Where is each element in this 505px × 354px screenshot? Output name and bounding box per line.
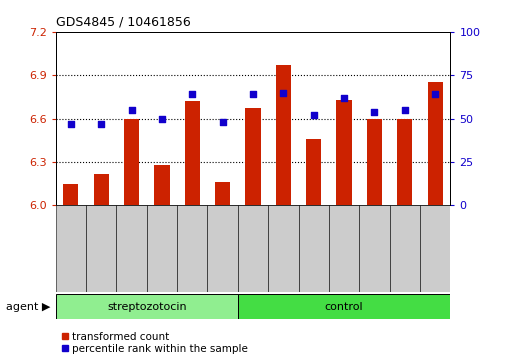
Bar — [146, 205, 177, 292]
Bar — [396, 119, 412, 205]
Point — [430, 91, 438, 97]
Bar — [207, 205, 237, 292]
Bar — [237, 205, 268, 292]
Point — [67, 121, 75, 127]
Bar — [275, 65, 290, 205]
Bar — [116, 205, 146, 292]
Bar — [93, 173, 109, 205]
Text: control: control — [324, 302, 363, 312]
Bar — [298, 205, 328, 292]
Text: GDS4845 / 10461856: GDS4845 / 10461856 — [56, 15, 190, 28]
Bar — [328, 205, 359, 292]
Bar — [419, 205, 449, 292]
Point — [400, 107, 408, 113]
Point — [339, 95, 347, 101]
Bar — [177, 205, 207, 292]
Bar — [154, 165, 169, 205]
Bar — [245, 108, 260, 205]
Bar — [237, 294, 449, 319]
Bar — [306, 139, 321, 205]
Bar — [366, 119, 381, 205]
Bar — [56, 205, 86, 292]
Point — [158, 116, 166, 121]
Point — [309, 112, 317, 118]
Point — [188, 91, 196, 97]
Bar — [184, 101, 199, 205]
Point — [370, 109, 378, 114]
Bar — [56, 294, 237, 319]
Text: streptozotocin: streptozotocin — [107, 302, 186, 312]
Point — [97, 121, 105, 127]
Bar — [63, 184, 78, 205]
Point — [248, 91, 257, 97]
Bar — [336, 100, 351, 205]
Point — [127, 107, 135, 113]
Bar — [124, 119, 139, 205]
Point — [279, 90, 287, 96]
Bar — [215, 182, 230, 205]
Bar — [86, 205, 116, 292]
Bar — [389, 205, 419, 292]
Bar — [359, 205, 389, 292]
Point — [218, 119, 226, 125]
Legend: transformed count, percentile rank within the sample: transformed count, percentile rank withi… — [61, 332, 248, 354]
Bar — [268, 205, 298, 292]
Text: agent ▶: agent ▶ — [6, 302, 51, 312]
Bar — [427, 82, 442, 205]
